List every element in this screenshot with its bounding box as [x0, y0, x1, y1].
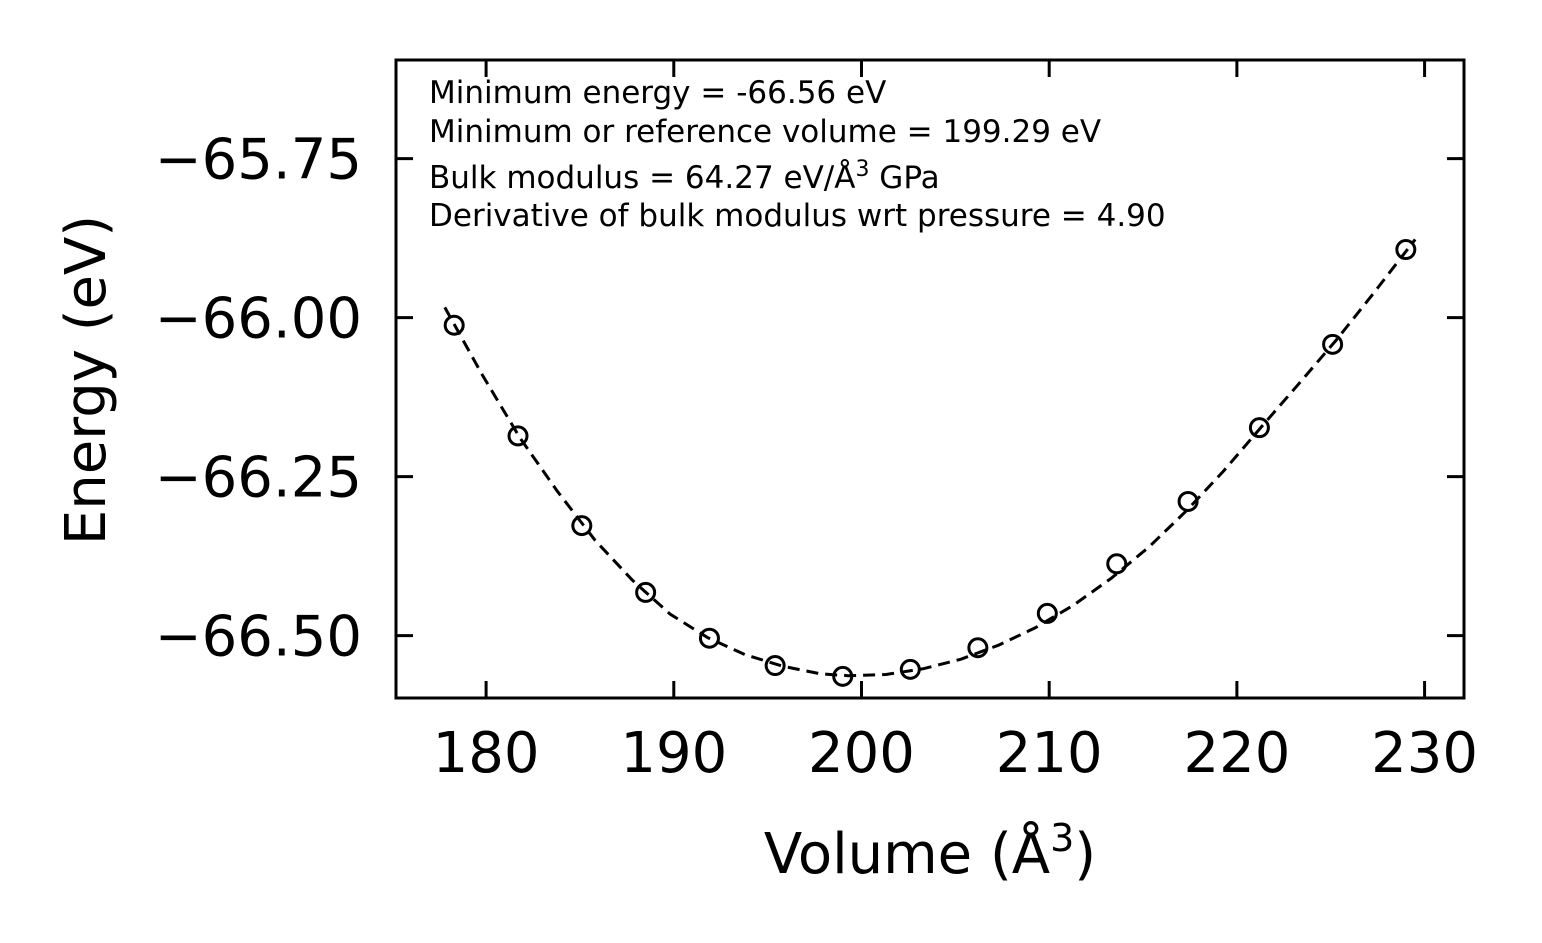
data-points [443, 239, 1417, 687]
data-point-6 [832, 665, 854, 687]
y-tick-label-1: −66.00 [155, 287, 362, 352]
axis-tick-labels: 180 190 200 210 220 230 −65.75 −66.00 −66.25 −66.… [155, 128, 1478, 786]
annotation-min-energy: Minimum energy = -66.56 eV [429, 75, 886, 111]
data-point-8 [967, 637, 989, 659]
annotation-bulk-modulus: Bulk modulus = 64.27 eV/Å3 GPa [429, 157, 940, 196]
axis-ticks [396, 60, 1464, 698]
annotation-bulk-derivative: Derivative of bulk modulus wrt pressure … [429, 198, 1166, 234]
data-point-2 [571, 515, 593, 537]
y-tick-label-0: −65.75 [155, 128, 362, 193]
data-point-13 [1322, 333, 1344, 355]
data-point-12 [1248, 417, 1270, 439]
data-point-9 [1036, 602, 1058, 624]
x-axis-label-sup: 3 [1050, 816, 1074, 860]
annotation-min-volume: Minimum or reference volume = 199.29 eV [429, 114, 1101, 150]
x-tick-label-210: 210 [996, 721, 1103, 786]
x-tick-label-180: 180 [433, 721, 540, 786]
x-tick-label-200: 200 [808, 721, 915, 786]
data-point-5 [764, 655, 786, 677]
data-point-3 [635, 581, 657, 603]
data-point-11 [1177, 490, 1199, 512]
data-point-0 [443, 314, 465, 336]
annotation-box: Minimum energy = -66.56 eV Minimum or re… [429, 75, 1166, 234]
data-point-14 [1395, 239, 1417, 261]
data-point-1 [507, 425, 529, 447]
x-tick-label-230: 230 [1371, 721, 1478, 786]
plot-frame [394, 58, 1466, 700]
annotation-bulk-modulus-sup: 3 [855, 157, 869, 182]
x-tick-label-220: 220 [1183, 721, 1290, 786]
x-axis-label-main: Volume (Å [764, 821, 1050, 887]
x-axis-label: Volume (Å3) [764, 816, 1096, 887]
fit-curve-line [443, 238, 1417, 678]
annotation-bulk-modulus-unit: GPa [869, 160, 939, 196]
data-point-7 [899, 658, 921, 680]
x-tick-label-190: 190 [620, 721, 727, 786]
x-axis-label-end: ) [1074, 822, 1096, 887]
data-point-10 [1106, 553, 1128, 575]
y-axis-label: Energy (eV) [54, 215, 119, 545]
y-tick-label-3: −66.50 [155, 605, 362, 670]
data-point-4 [698, 627, 720, 649]
annotation-bulk-modulus-main: Bulk modulus = 64.27 eV/Å [429, 160, 855, 196]
y-tick-label-2: −66.25 [155, 446, 362, 511]
